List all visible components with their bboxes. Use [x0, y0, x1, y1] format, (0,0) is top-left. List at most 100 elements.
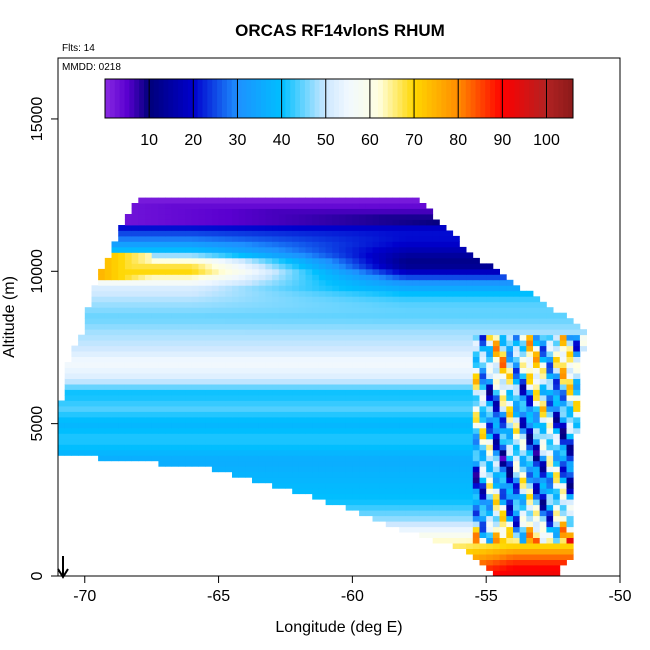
heatmap-cell	[84, 433, 92, 440]
heatmap-cell	[111, 246, 119, 253]
heatmap-cell	[258, 296, 266, 303]
heatmap-cell	[111, 323, 119, 330]
heatmap-cell	[151, 274, 159, 281]
heatmap-cell	[345, 285, 353, 292]
heatmap-cell	[312, 433, 320, 440]
heatmap-cell	[452, 455, 460, 462]
heatmap-cell	[265, 329, 273, 336]
heatmap-cell	[365, 345, 373, 352]
heatmap-cell	[392, 466, 400, 473]
heatmap-cell	[218, 384, 226, 390]
heatmap-cell	[211, 197, 219, 204]
heatmap-cell	[539, 406, 547, 412]
heatmap-cell	[245, 422, 253, 429]
heatmap-cell	[446, 422, 454, 429]
heatmap-cell	[419, 345, 427, 352]
heatmap-cell	[332, 362, 340, 368]
heatmap-cell	[553, 482, 561, 489]
heatmap-cell	[211, 422, 219, 429]
heatmap-cell	[258, 263, 266, 270]
heatmap-cell	[419, 444, 427, 451]
heatmap-cell	[533, 301, 541, 308]
heatmap-cell	[573, 345, 581, 352]
heatmap-cell	[359, 197, 367, 204]
heatmap-cell	[539, 455, 547, 462]
heatmap-cell	[519, 384, 527, 390]
heatmap-cell	[486, 471, 494, 478]
heatmap-cell	[339, 279, 347, 286]
heatmap-cell	[258, 389, 266, 396]
heatmap-cell	[379, 296, 387, 303]
heatmap-cell	[111, 285, 119, 292]
heatmap-cell	[553, 532, 561, 538]
heatmap-cell	[539, 493, 547, 500]
heatmap-cell	[533, 559, 541, 566]
heatmap-cell	[232, 318, 240, 325]
heatmap-cell	[492, 312, 500, 319]
heatmap-cell	[379, 367, 387, 374]
heatmap-cell	[225, 400, 233, 407]
heatmap-cell	[58, 438, 66, 445]
heatmap-cell	[232, 422, 240, 429]
heatmap-cell	[218, 340, 226, 347]
heatmap-cell	[218, 296, 226, 303]
heatmap-cell	[432, 301, 440, 308]
heatmap-cell	[285, 433, 293, 440]
heatmap-cell	[278, 225, 286, 231]
heatmap-cell	[399, 444, 407, 451]
heatmap-cell	[151, 307, 159, 314]
heatmap-cell	[479, 559, 487, 566]
heatmap-cell	[84, 329, 92, 336]
colorbar-swatch	[226, 79, 233, 118]
heatmap-cell	[292, 334, 300, 341]
heatmap-cell	[506, 285, 514, 292]
heatmap-cell	[519, 345, 527, 352]
heatmap-cell	[185, 301, 193, 308]
heatmap-cell	[245, 219, 253, 226]
heatmap-cell	[486, 384, 494, 390]
heatmap-cell	[124, 340, 132, 347]
heatmap-cell	[439, 493, 447, 500]
heatmap-cell	[546, 449, 554, 456]
heatmap-cell	[559, 345, 567, 352]
heatmap-cell	[459, 345, 467, 352]
heatmap-cell	[412, 257, 420, 264]
heatmap-cell	[432, 384, 440, 390]
heatmap-cell	[513, 444, 521, 451]
heatmap-cell	[412, 504, 420, 511]
heatmap-cell	[205, 323, 213, 330]
heatmap-cell	[506, 537, 514, 544]
heatmap-cell	[479, 471, 487, 478]
heatmap-cell	[305, 455, 313, 462]
heatmap-cell	[439, 235, 447, 242]
heatmap-cell	[71, 416, 79, 423]
heatmap-cell	[352, 395, 360, 401]
heatmap-cell	[486, 301, 494, 308]
heatmap-cell	[359, 411, 367, 418]
heatmap-cell	[178, 219, 186, 226]
heatmap-cell	[325, 362, 333, 368]
heatmap-cell	[258, 268, 266, 275]
heatmap-cell	[452, 504, 460, 511]
heatmap-cell	[104, 268, 112, 275]
heatmap-cell	[158, 367, 166, 374]
heatmap-cell	[145, 312, 153, 319]
heatmap-cell	[238, 444, 246, 451]
heatmap-cell	[439, 400, 447, 407]
heatmap-cell	[472, 427, 480, 434]
heatmap-cell	[479, 290, 487, 297]
heatmap-cell	[111, 438, 119, 445]
heatmap-cell	[131, 433, 139, 440]
heatmap-cell	[339, 257, 347, 264]
heatmap-cell	[492, 559, 500, 566]
heatmap-cell	[519, 351, 527, 357]
heatmap-cell	[446, 312, 454, 319]
heatmap-cell	[526, 345, 534, 352]
heatmap-cell	[171, 241, 179, 248]
heatmap-cell	[145, 285, 153, 292]
heatmap-cell	[151, 411, 159, 418]
heatmap-cell	[472, 384, 480, 390]
heatmap-cell	[198, 268, 206, 275]
heatmap-cell	[426, 499, 434, 506]
heatmap-cell	[91, 373, 99, 379]
